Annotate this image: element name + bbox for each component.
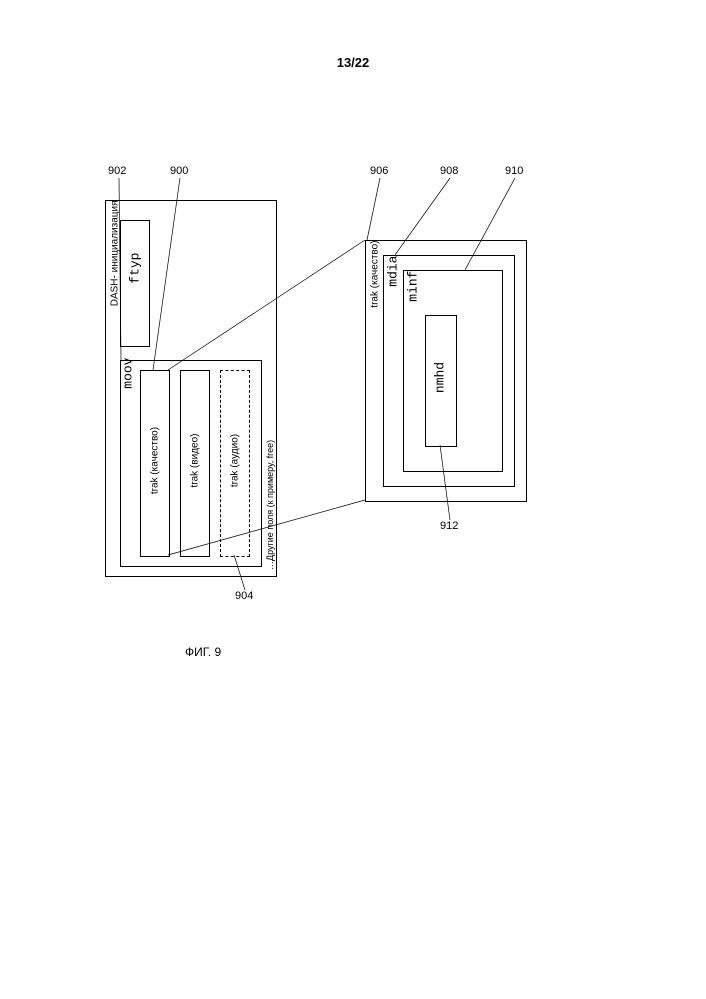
- leader-lines: [105, 170, 595, 700]
- page: 13/22 DASH- инициализация ftyp moov trak…: [0, 0, 706, 999]
- figure-caption: ФИГ. 9: [185, 645, 221, 659]
- figure-canvas: DASH- инициализация ftyp moov trak (каче…: [105, 170, 595, 700]
- page-number: 13/22: [0, 55, 706, 70]
